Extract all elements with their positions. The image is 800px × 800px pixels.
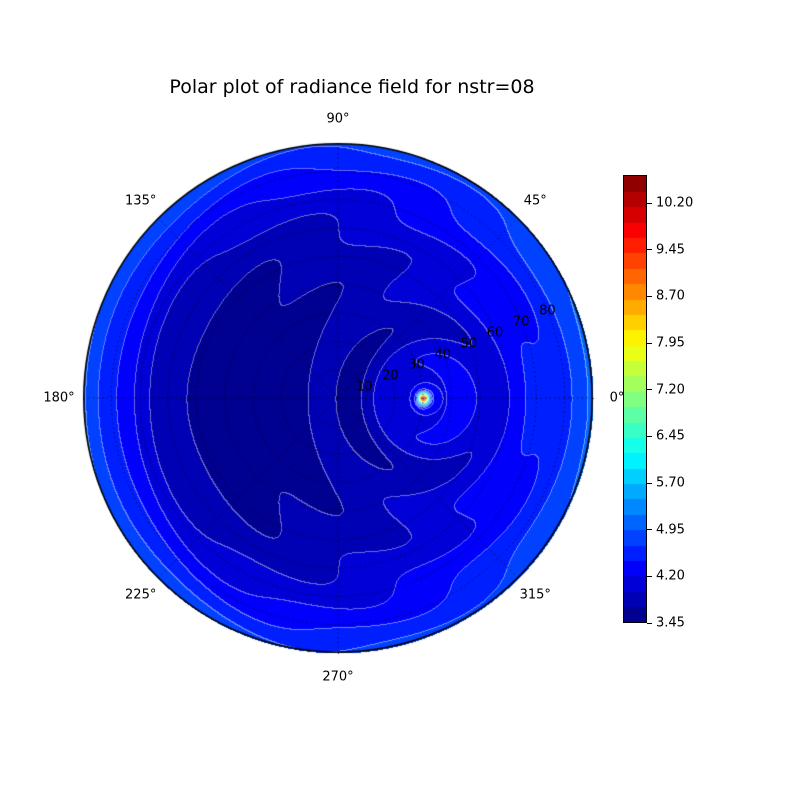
- colorbar-tick-label: 4.95: [656, 522, 685, 538]
- angular-tick-label-45: 45°: [523, 193, 547, 209]
- colorbar-tick-label: 6.45: [656, 428, 685, 444]
- radial-tick-label-40: 40: [434, 347, 451, 363]
- chart-title: Polar plot of radiance field for nstr=08: [169, 76, 535, 98]
- radial-tick-label-60: 60: [486, 325, 504, 341]
- colorbar-tick-label: 9.45: [656, 242, 685, 258]
- radial-tick-label-80: 80: [539, 303, 556, 319]
- radial-tick-label-20: 20: [382, 368, 399, 384]
- colorbar-tick-mark: [647, 202, 652, 204]
- colorbar-tick-label: 7.95: [656, 335, 685, 351]
- angular-tick-label-225: 225°: [125, 587, 157, 603]
- colorbar-tick-mark: [647, 529, 652, 531]
- radial-tick-label-50: 50: [460, 336, 478, 352]
- angular-tick-label-135: 135°: [125, 193, 157, 209]
- colorbar-tick-label: 5.70: [656, 475, 685, 491]
- colorbar-tick-label: 7.20: [656, 382, 685, 398]
- colorbar-tick-mark: [647, 482, 652, 484]
- colorbar-tick-label: 8.70: [656, 288, 685, 304]
- colorbar-tick-label: 10.20: [656, 195, 694, 211]
- colorbar-tick-mark: [647, 622, 652, 624]
- colorbar-tick-mark: [647, 342, 652, 344]
- colorbar-tick-mark: [647, 575, 652, 577]
- colorbar-tick-mark: [647, 249, 652, 251]
- angular-tick-label-90: 90°: [326, 111, 350, 127]
- colorbar-tick-mark: [647, 435, 652, 437]
- angular-tick-label-180: 180°: [43, 390, 75, 406]
- colorbar-gradient: [624, 176, 646, 622]
- radial-tick-label-10: 10: [355, 379, 373, 395]
- polar-contour-plot: [81, 141, 595, 655]
- angular-tick-label-270: 270°: [322, 669, 354, 685]
- colorbar-tick-label: 3.45: [656, 615, 685, 631]
- radial-tick-label-70: 70: [512, 314, 530, 330]
- angular-tick-label-0: 0°: [609, 390, 625, 406]
- colorbar: [623, 175, 647, 623]
- colorbar-tick-mark: [647, 389, 652, 391]
- colorbar-tick-label: 4.20: [656, 568, 685, 584]
- radial-tick-label-30: 30: [408, 357, 425, 373]
- colorbar-tick-mark: [647, 295, 652, 297]
- angular-tick-label-315: 315°: [519, 587, 551, 603]
